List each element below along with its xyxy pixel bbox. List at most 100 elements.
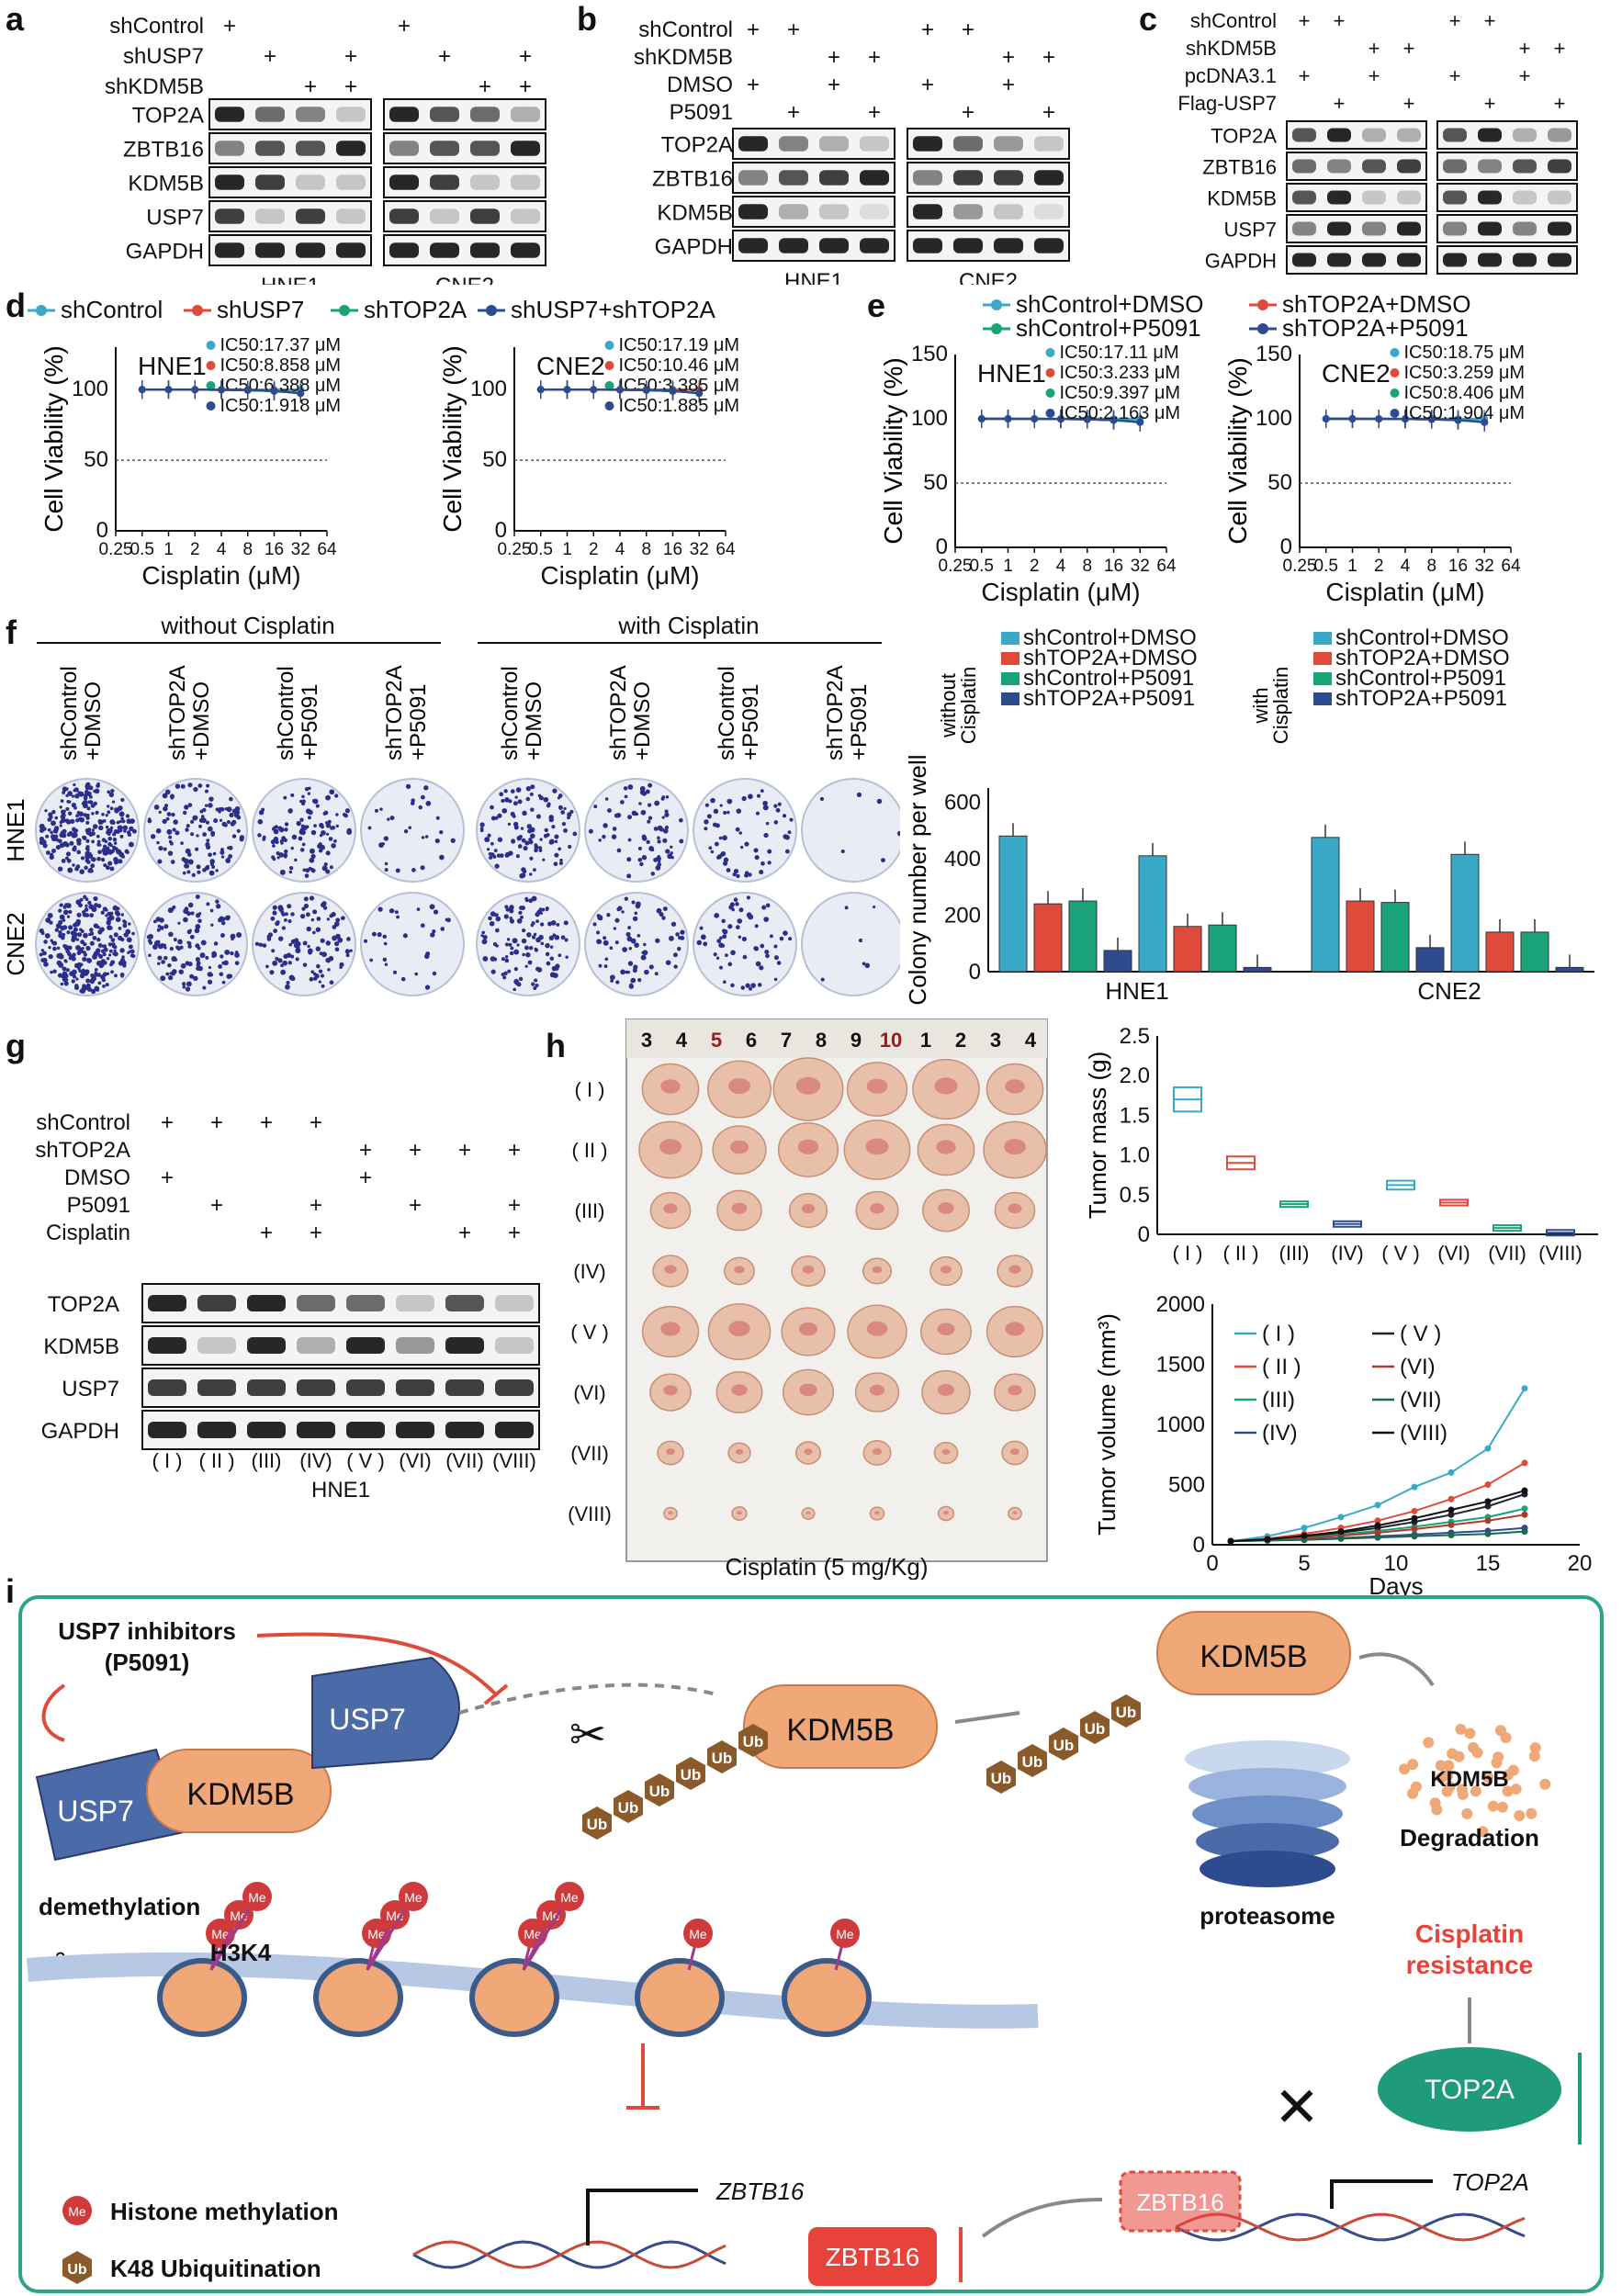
blot-band [953, 238, 983, 253]
blot-band [470, 174, 500, 190]
panel-label-b: b [577, 0, 597, 38]
treatment-sign: + [409, 1138, 422, 1163]
blot-band [994, 204, 1023, 219]
colony-dot [105, 825, 109, 829]
western-blot-c: shControl + + + +shKDM5B + + + +pcDNA3.1 + + + +Flag… [1177, 9, 1578, 285]
colony-dot [288, 870, 293, 874]
colony-dot [509, 951, 514, 956]
colony-dot [699, 926, 704, 930]
colony-dot [59, 805, 62, 809]
tumor [986, 1063, 1044, 1116]
blot-band [336, 141, 366, 156]
ruler-number: 1 [920, 1029, 931, 1052]
colony-dot [529, 872, 533, 876]
colony-dot [377, 906, 383, 912]
colony-dot [56, 946, 61, 951]
blot-band [495, 1337, 534, 1354]
colony-dot [754, 924, 759, 929]
colony-dot [87, 827, 92, 832]
colony-dot [748, 872, 752, 877]
degraded-fragment [1470, 1785, 1481, 1797]
legend-label: shTOP2A+DMSO [1282, 290, 1470, 318]
colony-dot [316, 963, 321, 969]
colony-dot [97, 929, 103, 935]
tumor [983, 1120, 1047, 1179]
colony-dot [718, 836, 723, 840]
colony-dot [276, 856, 280, 860]
colony-dot [304, 786, 310, 792]
colony-dot [146, 935, 152, 940]
blot-band [297, 1295, 335, 1311]
blot-band [953, 170, 983, 186]
blot-band [1443, 159, 1467, 174]
colony-dot [710, 797, 715, 804]
colony-dot [94, 971, 97, 975]
colony-dot [502, 975, 507, 980]
treatment-sign: + [161, 1110, 174, 1135]
colony-dot [639, 861, 644, 867]
colony-dot [710, 850, 715, 854]
blot-band [819, 170, 849, 186]
colony-dot [526, 824, 533, 829]
colony-dot [520, 915, 524, 919]
colony-dot [86, 958, 90, 962]
colony-dot [128, 944, 133, 950]
colony-dot [517, 799, 523, 805]
x-tick-label: 0.25 [1283, 557, 1317, 576]
colony-dot [563, 920, 569, 926]
colony-dot [211, 952, 218, 958]
ub-label: Ub [743, 1733, 764, 1750]
x-tick-label: 0.5 [970, 557, 994, 576]
legend-me-icon [62, 2196, 92, 2225]
colony-dot [50, 970, 53, 974]
degraded-fragment [1529, 1742, 1541, 1754]
colony-dot [148, 940, 153, 945]
tumor [843, 1120, 911, 1180]
colony-dot [788, 937, 793, 941]
tumor-vessel [734, 1266, 745, 1274]
colony-dot [696, 940, 703, 946]
ic50-marker [604, 401, 614, 411]
colony-dot [118, 927, 122, 930]
degraded-fragment [1487, 1800, 1499, 1812]
colony-dot [129, 826, 134, 832]
colony-dot [479, 822, 485, 827]
colony-dot [120, 937, 125, 942]
colony-dot [286, 981, 290, 985]
blot-band [1513, 253, 1537, 267]
blot-band [913, 238, 942, 253]
colony-dot [334, 793, 339, 798]
colony-bar [1138, 855, 1167, 973]
plate-column-label: shControl [498, 666, 523, 760]
colony-dot [220, 954, 224, 959]
degraded-fragment [1477, 1826, 1489, 1838]
colony-dot [755, 961, 761, 967]
colony-dot [51, 940, 58, 946]
colony-dot [66, 832, 72, 838]
blot-band [1397, 221, 1421, 236]
colony-dot [522, 952, 525, 957]
blot-band [1034, 238, 1064, 253]
colony-dot [659, 912, 664, 917]
colony-dot [88, 932, 92, 937]
colony-dot [206, 902, 210, 906]
colony-dot [508, 850, 513, 856]
colony-dot [116, 829, 120, 834]
colony-dot [382, 957, 388, 962]
colony-dot [588, 828, 593, 834]
colony-dot [501, 798, 505, 804]
proteasome-ring [1192, 1795, 1343, 1832]
tumor-vessel [659, 1139, 681, 1155]
treatment-sign: + [921, 17, 934, 42]
treatment-sign: + [359, 1165, 372, 1190]
colony-dot [163, 924, 169, 929]
colony-dot [64, 960, 68, 963]
colony-dot [182, 871, 186, 875]
colony-dot [321, 829, 326, 836]
colony-dot [123, 829, 127, 833]
blot-band [445, 1337, 484, 1354]
colony-dot [122, 963, 127, 968]
colony-dot [120, 957, 126, 962]
plate-column-label: +P5091 [738, 684, 763, 760]
lane-label: (VII) [445, 1449, 484, 1472]
